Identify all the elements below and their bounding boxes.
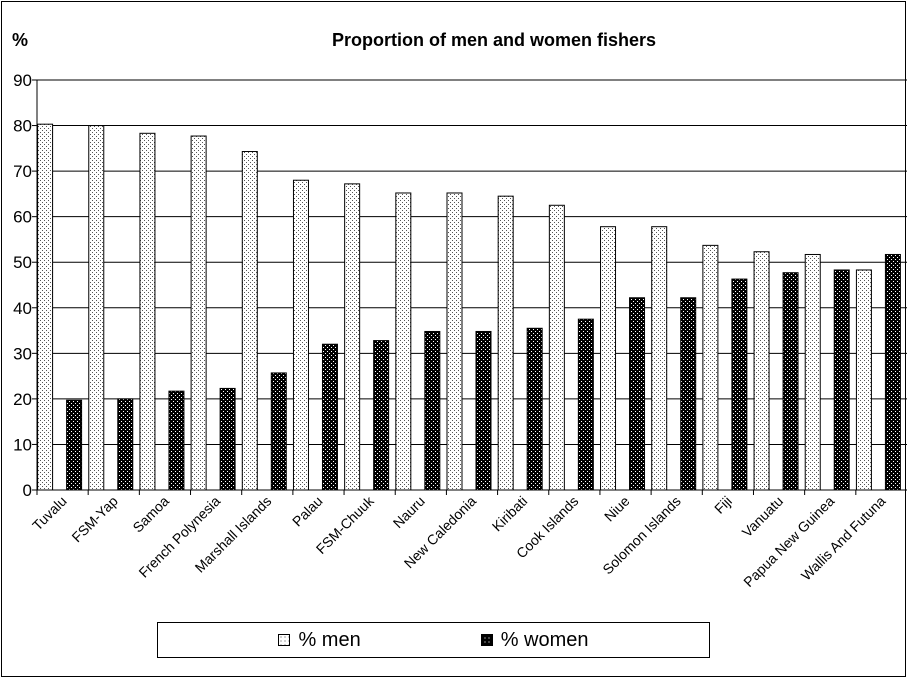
legend-swatch-men: [278, 634, 291, 646]
x-tick-label: FSM-Yap: [68, 493, 121, 546]
legend-item-women: % women: [480, 628, 589, 652]
y-tick-label: 10: [13, 435, 32, 454]
bar-women: [680, 297, 697, 491]
legend-label-men: % men: [298, 628, 361, 651]
bar-men: [37, 123, 54, 491]
bar-men: [344, 183, 361, 491]
y-axis-unit-label: %: [12, 30, 29, 50]
bar-men: [753, 251, 770, 491]
legend-label-women: % women: [500, 628, 589, 651]
x-tick-label: Nauru: [390, 493, 428, 531]
bar-men: [804, 253, 821, 491]
bar-men: [88, 125, 105, 491]
bar-men: [600, 226, 617, 491]
bar-women: [168, 390, 185, 491]
bar-men: [446, 192, 463, 491]
y-tick-label: 30: [13, 344, 32, 363]
bar-women: [373, 340, 390, 491]
bar-women: [270, 372, 287, 491]
bar-women: [321, 343, 338, 491]
x-tick-label: Vanuatu: [739, 493, 786, 540]
bar-women: [782, 272, 799, 491]
bar-women: [833, 269, 850, 491]
bar-men: [651, 226, 668, 491]
x-tick-label: Niue: [601, 493, 633, 525]
y-tick-label: 70: [13, 162, 32, 181]
bar-women: [117, 398, 134, 491]
bar-women: [424, 330, 441, 491]
x-tick-label: Kiribati: [489, 493, 531, 535]
bar-women: [577, 318, 594, 491]
bar-women: [629, 297, 646, 491]
bar-men: [292, 179, 309, 491]
bar-men: [139, 132, 156, 491]
bar-women: [731, 278, 748, 491]
y-tick-label: 90: [13, 71, 32, 90]
bar-women: [526, 327, 543, 491]
x-tick-label: Samoa: [129, 493, 172, 536]
bar-men: [241, 151, 258, 491]
y-tick-label: 80: [13, 117, 32, 136]
x-tick-label: Papua New Guinea: [740, 493, 837, 590]
y-tick-label: 60: [13, 208, 32, 227]
x-tick-label: Tuvalu: [29, 493, 70, 534]
x-tick-label: Palau: [289, 493, 326, 530]
bar-men: [702, 244, 719, 491]
bar-men: [497, 195, 514, 491]
bar-women: [475, 330, 492, 491]
bar-women: [884, 253, 901, 491]
y-tick-label: 50: [13, 253, 32, 272]
bar-men: [395, 192, 412, 491]
y-tick-label: 40: [13, 299, 32, 318]
x-tick-label: Fiji: [711, 493, 735, 517]
chart-title: Proportion of men and women fishers: [331, 30, 657, 50]
legend-item-men: % men: [278, 628, 361, 652]
bar-women: [66, 399, 83, 491]
bar-men: [190, 135, 207, 491]
y-tick-label: 20: [13, 390, 32, 409]
legend-swatch-women: [480, 634, 493, 646]
legend: % men % women: [157, 622, 710, 658]
bar-men: [548, 204, 565, 491]
bar-men: [855, 269, 872, 491]
y-tick-label: 0: [23, 481, 32, 500]
bar-women: [219, 387, 236, 491]
